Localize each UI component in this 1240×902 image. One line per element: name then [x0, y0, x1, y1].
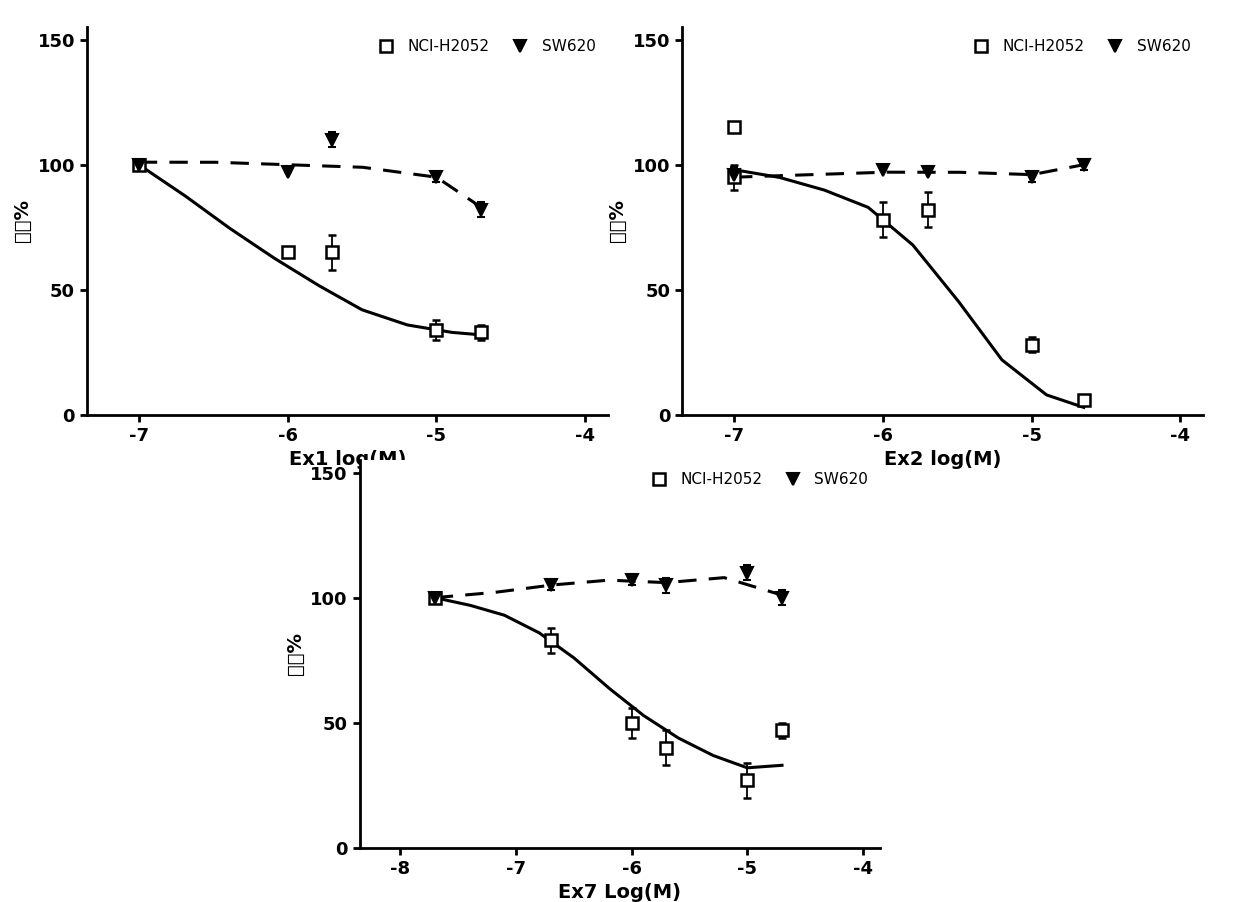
Y-axis label: 增殖%: 增殖%: [12, 199, 32, 243]
X-axis label: Ex1 log(M): Ex1 log(M): [289, 450, 405, 469]
Legend: NCI-H2052, SW620: NCI-H2052, SW620: [961, 34, 1195, 59]
X-axis label: Ex7 Log(M): Ex7 Log(M): [558, 883, 682, 902]
Legend: NCI-H2052, SW620: NCI-H2052, SW620: [639, 467, 873, 492]
Y-axis label: 增殖%: 增殖%: [608, 199, 627, 243]
Y-axis label: 增殖%: 增殖%: [285, 632, 305, 676]
Legend: NCI-H2052, SW620: NCI-H2052, SW620: [366, 34, 600, 59]
X-axis label: Ex2 log(M): Ex2 log(M): [884, 450, 1001, 469]
